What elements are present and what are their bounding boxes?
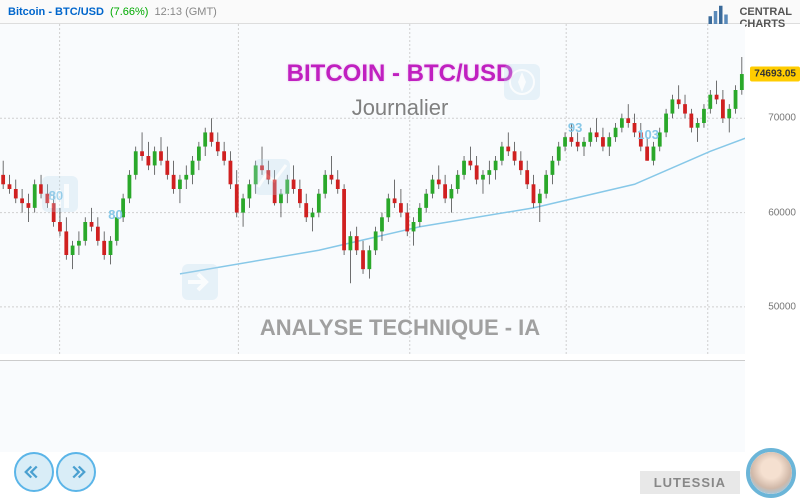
header-bar: Bitcoin - BTC/USD (7.66%) 12:13 (GMT)	[0, 0, 800, 24]
watermark-arrow-icon	[178, 260, 222, 304]
lutessia-badge: LUTESSIA	[640, 471, 740, 494]
y-axis-price: 74693.05 500006000070000	[745, 24, 800, 354]
logo-text-top: CENTRAL	[739, 6, 792, 18]
volume-chart[interactable]	[0, 360, 745, 452]
svg-text:93: 93	[568, 120, 582, 135]
svg-text:103: 103	[637, 127, 659, 142]
nav-prev-button[interactable]	[14, 452, 54, 492]
current-price-tag: 74693.05	[750, 67, 800, 82]
y-axis-volume	[745, 360, 800, 452]
watermark-chart-icon	[38, 172, 82, 216]
chart-title: BITCOIN - BTC/USD	[287, 60, 514, 88]
pct-change: (7.66%)	[110, 6, 149, 18]
timestamp: 12:13 (GMT)	[154, 6, 216, 18]
svg-text:80: 80	[108, 207, 122, 222]
x-axis	[0, 452, 745, 470]
analysis-title: ANALYSE TECHNIQUE - IA	[260, 315, 540, 341]
avatar[interactable]	[746, 448, 796, 498]
chart-subtitle: Journalier	[352, 95, 449, 121]
watermark-compass-icon	[500, 60, 544, 104]
instrument-title: Bitcoin - BTC/USD	[8, 6, 104, 18]
watermark-line-icon	[250, 155, 294, 199]
nav-next-button[interactable]	[56, 452, 96, 492]
